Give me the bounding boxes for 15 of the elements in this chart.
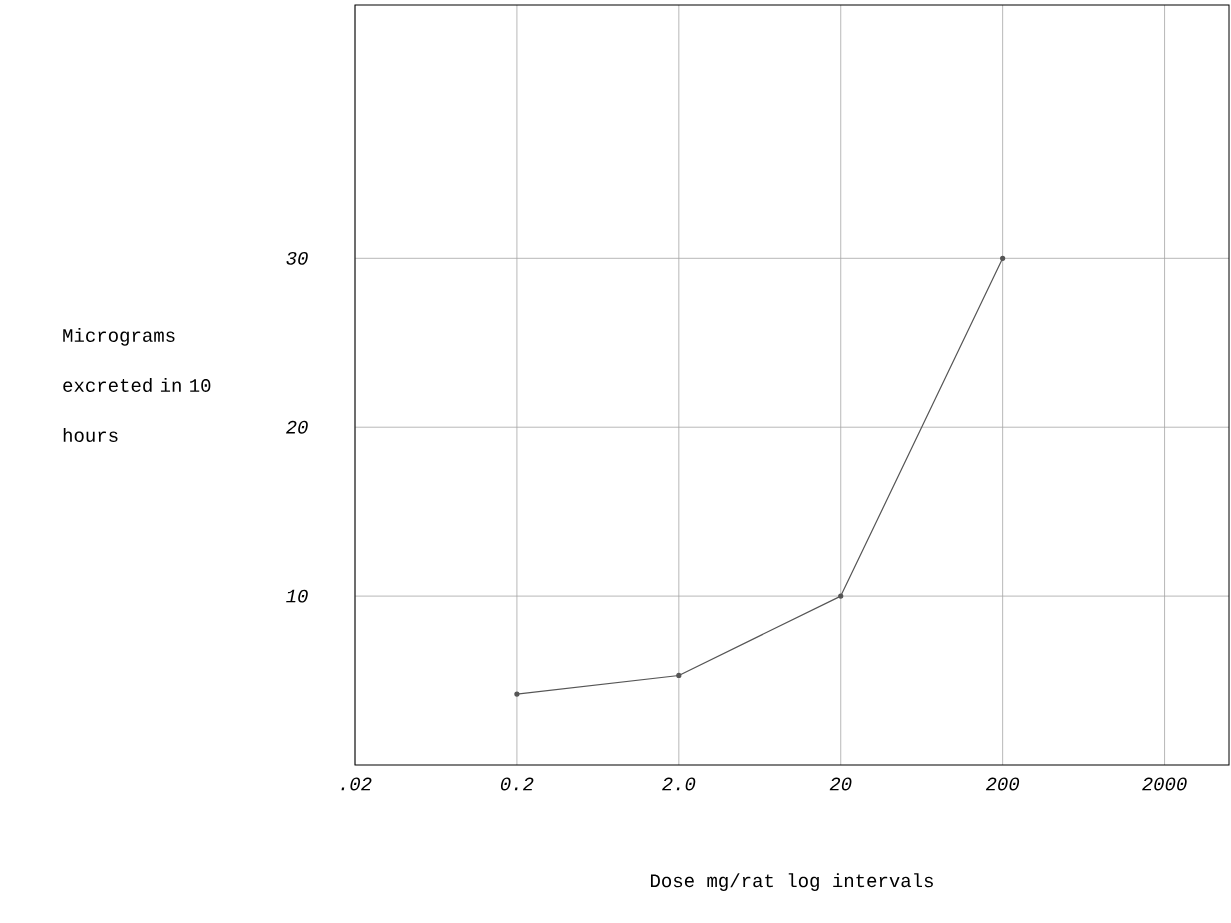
- point: [1000, 255, 1006, 261]
- x-tick-label: 2000: [1142, 777, 1187, 791]
- x-axis-title: Dose mg/rat log intervals: [650, 873, 933, 891]
- x-tick-label: 0.2: [500, 777, 534, 791]
- point: [676, 672, 682, 679]
- point: [514, 691, 520, 697]
- text: Micrograms excreted in 10 hours: [63, 328, 211, 442]
- y-tick-label: 10: [286, 589, 308, 603]
- x-tick-label: .02: [341, 777, 372, 791]
- y-tick-label: 20: [286, 420, 308, 434]
- x-tick-label: 200: [985, 777, 1020, 791]
- x-tick-label: 20: [829, 777, 852, 791]
- x-tick-label: 2.0: [662, 777, 696, 791]
- point: [838, 593, 844, 599]
- y-tick-label: 30: [286, 251, 308, 265]
